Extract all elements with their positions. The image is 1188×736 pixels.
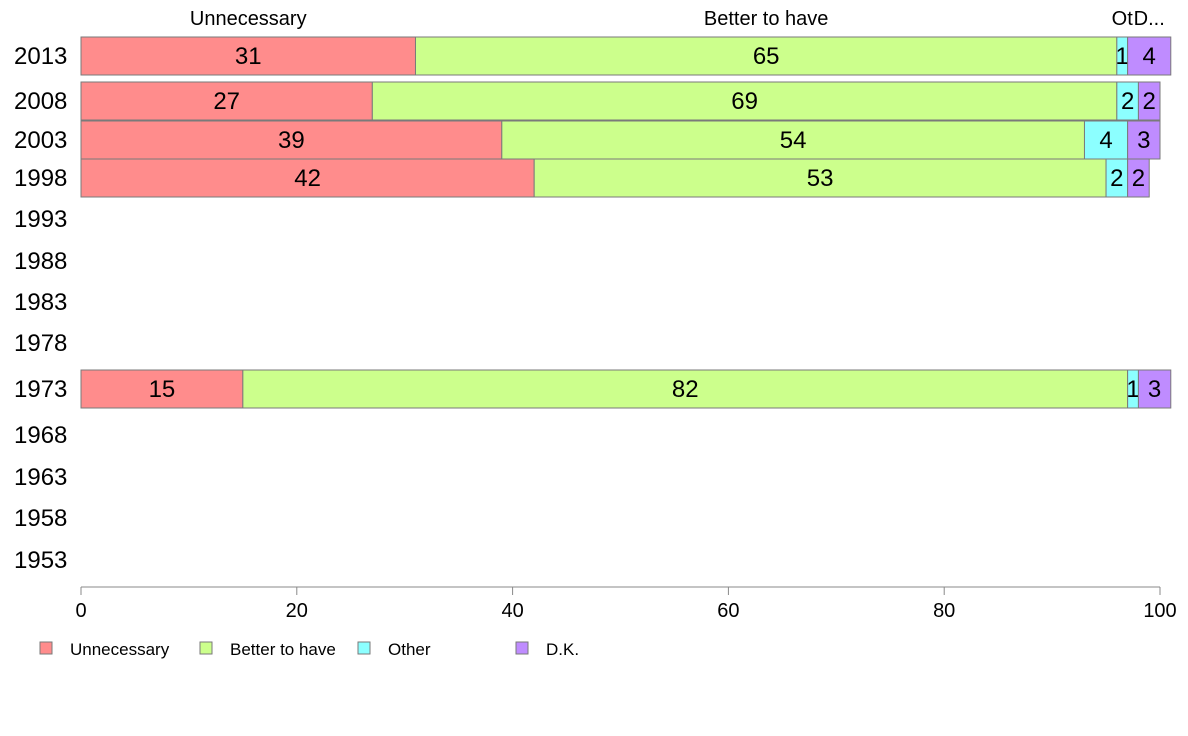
data-label-1973-better-to-have: 82 [672,376,699,403]
bar-1998-unnecessary [80,158,535,198]
data-label-2003-unnecessary: 39 [278,127,305,154]
x-tick-label-40: 40 [501,600,523,622]
column-header-d-k-: D... [1134,8,1165,30]
data-label-1998-better-to-have: 53 [807,165,834,192]
x-tick-label-20: 20 [286,600,308,622]
y-tick-label-1998: 1998 [14,165,67,192]
y-tick-label-2008: 2008 [14,88,67,115]
data-label-1998-unnecessary: 42 [294,165,321,192]
y-tick-label-1958: 1958 [14,505,67,532]
data-label-2003-better-to-have: 54 [780,127,807,154]
y-tick-label-1988: 1988 [14,248,67,275]
data-label-2013-other: 1 [1116,43,1129,70]
bar-1998-better-to-have [533,158,1107,198]
data-label-1973-other: 1 [1126,376,1139,403]
y-tick-label-1983: 1983 [14,289,67,316]
y-axis-labels: 2013 2008 2003 1998 1993 1988 1983 1978 1973 1968… [14,43,67,574]
legend-label-better-to-have: Better to have [230,640,336,659]
legend-label-d-k-: D.K. [546,640,579,659]
column-header-unnecessary: Unnecessary [190,8,307,30]
data-label-2008-other: 2 [1121,88,1134,115]
bar-2003-other [1083,120,1129,160]
legend-swatch-unnecessary [39,641,53,655]
y-tick-label-1978: 1978 [14,330,67,357]
column-header-better-to-have: Better to have [704,8,829,30]
y-tick-label-1963: 1963 [14,464,67,491]
x-tick-label-100: 100 [1143,600,1176,622]
data-label-2008-d-k-: 2 [1143,88,1156,115]
bar-2008-d-k- [1137,81,1161,121]
data-label-2003-other: 4 [1099,127,1112,154]
y-tick-label-2013: 2013 [14,43,67,70]
legend-swatch-other [357,641,371,655]
x-axis: 0 20 40 60 80 100 [75,586,1177,622]
bar-1973-d-k- [1137,369,1172,409]
bar-1973-better-to-have [242,369,1129,409]
bar-2013-better-to-have [414,36,1118,76]
legend-swatch-better-to-have [199,641,213,655]
bar-2008-better-to-have [371,81,1118,121]
column-header-other: Ot [1112,8,1134,30]
legend: Unnecessary Better to have Other D.K. [39,640,579,659]
bar-2013-unnecessary [80,36,416,76]
y-tick-label-2003: 2003 [14,127,67,154]
y-tick-label-1953: 1953 [14,547,67,574]
legend-swatch-d-k- [515,641,529,655]
column-headers: Unnecessary Better to have Ot D... [190,8,1165,30]
data-label-1998-d-k-: 2 [1132,165,1145,192]
data-label-2003-d-k-: 3 [1137,127,1150,154]
data-label-1973-d-k-: 3 [1148,376,1161,403]
x-tick-label-80: 80 [933,600,955,622]
data-label-1998-other: 2 [1110,165,1123,192]
y-tick-label-1973: 1973 [14,376,67,403]
data-label-2013-unnecessary: 31 [235,43,262,70]
y-tick-label-1968: 1968 [14,422,67,449]
data-label-2008-unnecessary: 27 [213,88,240,115]
bars-layer: 31 65 1 427 69 2 239 54 4 342 53 2 215 82 1 3 [80,36,1172,409]
data-label-1973-unnecessary: 15 [149,376,176,403]
data-label-2013-d-k-: 4 [1143,43,1156,70]
bar-2013-d-k- [1127,36,1172,76]
x-tick-label-0: 0 [75,600,86,622]
data-label-2008-better-to-have: 69 [731,88,758,115]
legend-label-other: Other [388,640,431,659]
data-label-2013-better-to-have: 65 [753,43,780,70]
x-tick-label-60: 60 [717,600,739,622]
y-tick-label-1993: 1993 [14,206,67,233]
legend-label-unnecessary: Unnecessary [70,640,170,659]
bar-1998-d-k- [1127,158,1150,198]
